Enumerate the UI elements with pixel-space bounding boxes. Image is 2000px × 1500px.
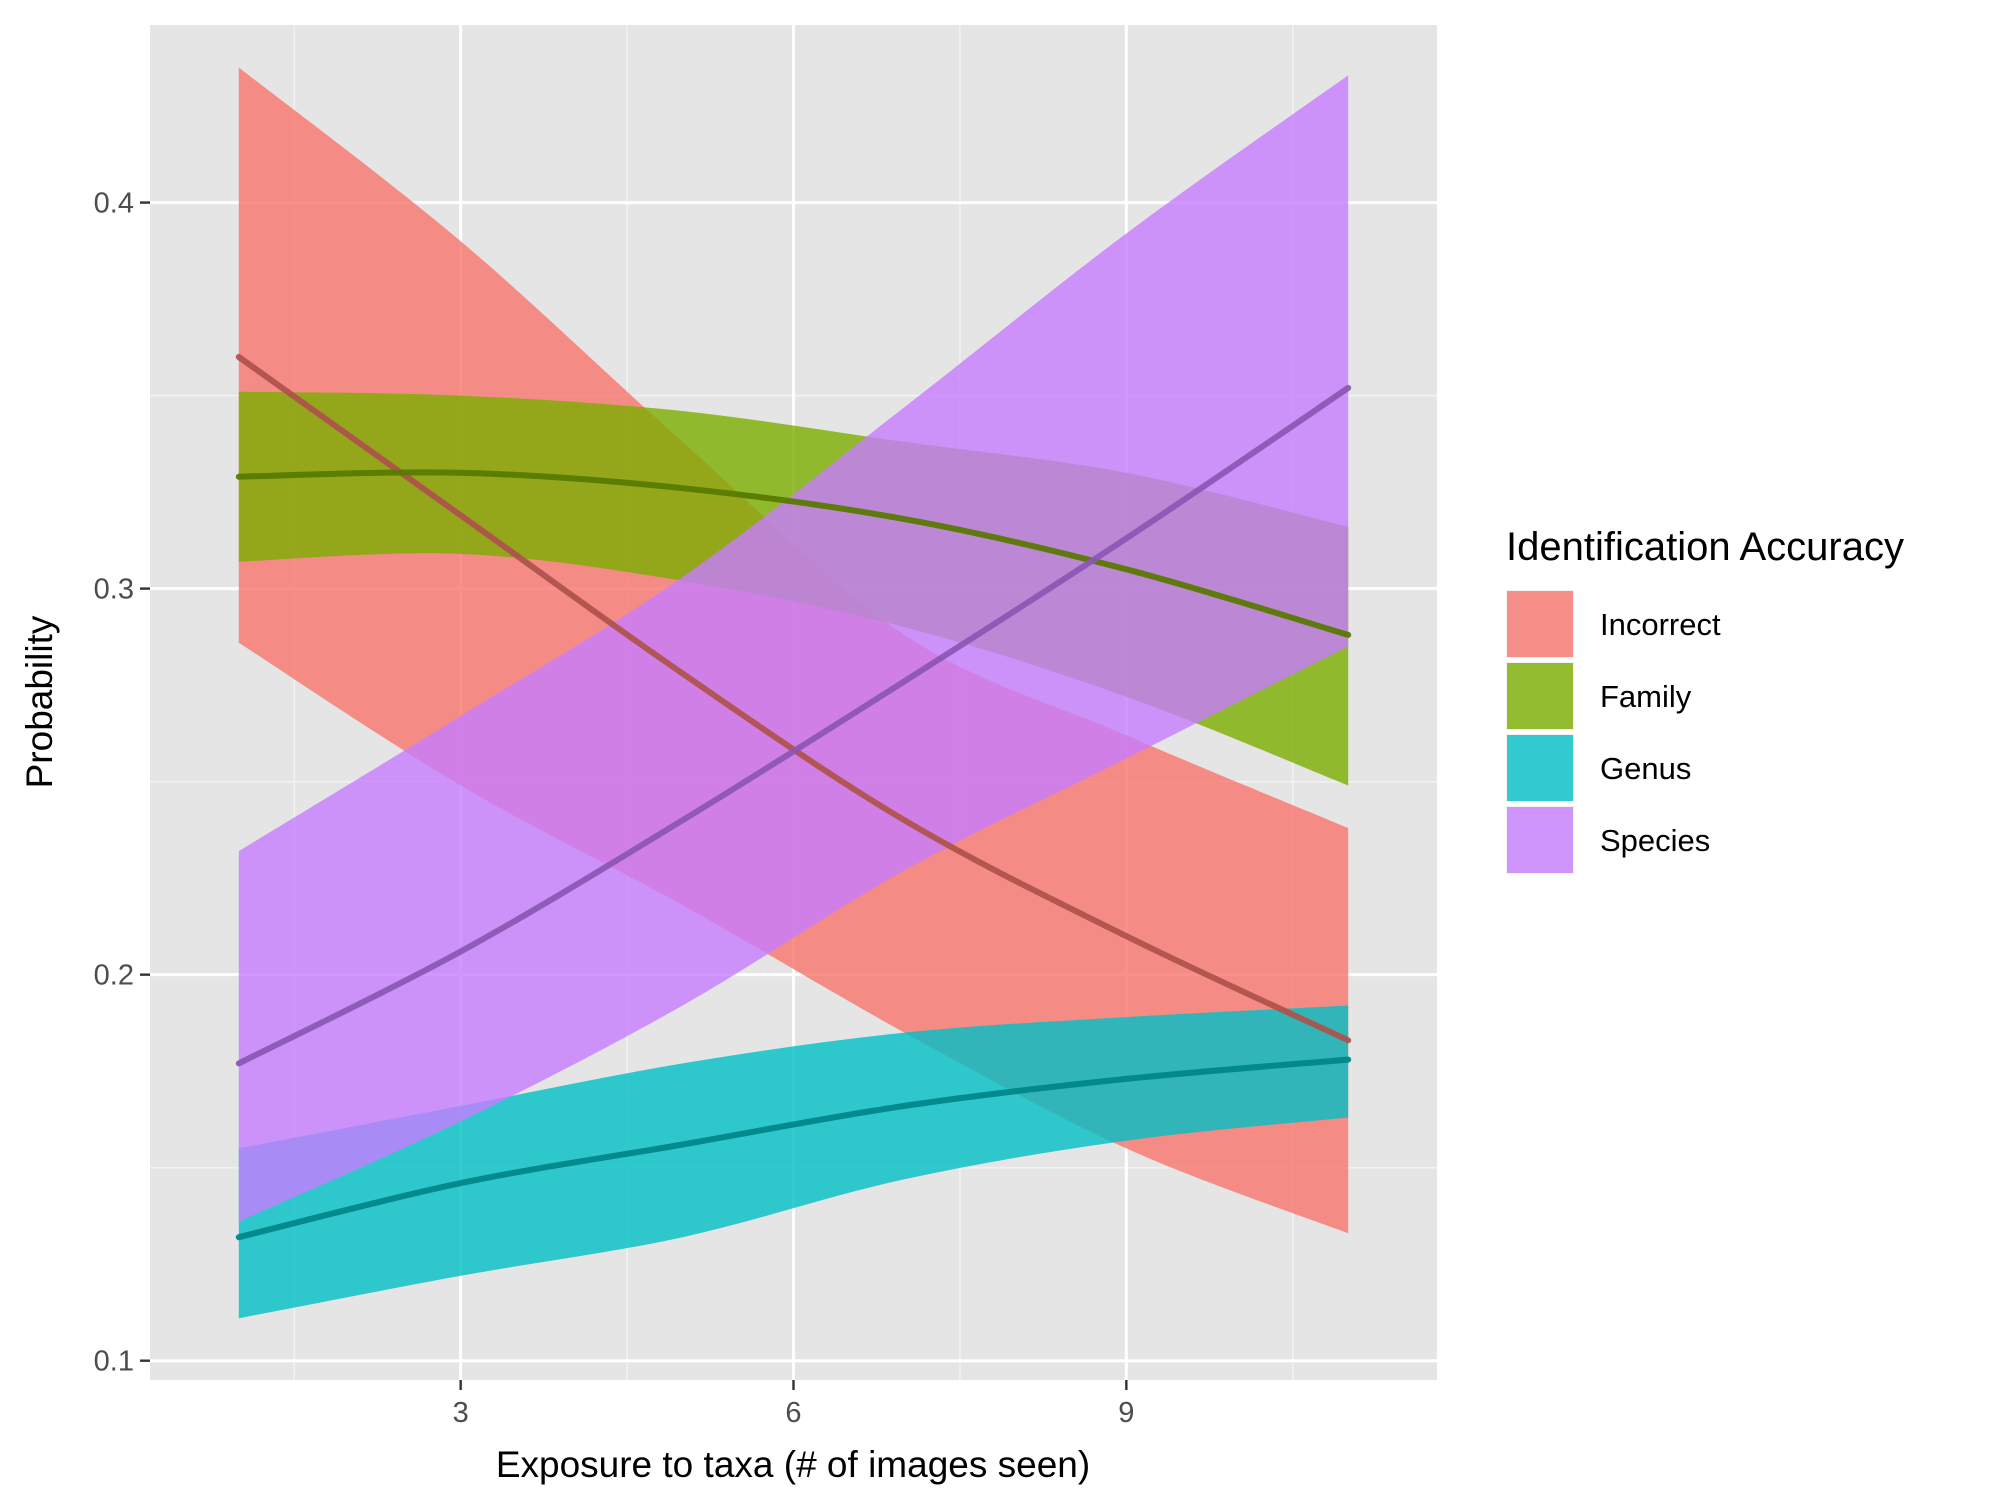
legend: Identification Accuracy Incorrect Family G… xyxy=(1506,525,1904,874)
x-axis-title: Exposure to taxa (# of images seen) xyxy=(496,1444,1090,1485)
legend-swatch-species xyxy=(1507,807,1573,873)
axes: 0.1 0.2 0.3 0.4 3 6 9 xyxy=(94,188,1135,1429)
estimate-lines xyxy=(235,354,1352,1241)
genus-estimate-line-shade xyxy=(235,1056,1352,1241)
legend-swatch-incorrect xyxy=(1507,591,1573,657)
legend-swatch-family xyxy=(1507,663,1573,729)
legend-label-incorrect: Incorrect xyxy=(1600,607,1721,642)
genus-estimate-line xyxy=(235,1056,1352,1241)
species-estimate-line-shade xyxy=(235,384,1352,1067)
x-tick-label: 3 xyxy=(453,1397,469,1429)
species-estimate-line xyxy=(235,384,1352,1067)
y-tick-label: 0.1 xyxy=(94,1346,134,1378)
legend-items: Incorrect Family Genus Species xyxy=(1506,590,1721,874)
family-estimate-line-shade xyxy=(235,469,1352,638)
y-tick-label: 0.3 xyxy=(94,574,134,606)
x-tick-label: 9 xyxy=(1118,1397,1134,1429)
species-confidence-band xyxy=(238,75,1349,1222)
y-tick-label: 0.2 xyxy=(94,960,134,992)
x-tick-label: 6 xyxy=(785,1397,801,1429)
y-tick-label: 0.4 xyxy=(94,188,134,220)
incorrect-estimate-line xyxy=(235,354,1352,1044)
legend-label-genus: Genus xyxy=(1600,751,1691,786)
legend-title: Identification Accuracy xyxy=(1506,525,1904,569)
legend-swatch-genus xyxy=(1507,735,1573,801)
family-estimate-line xyxy=(235,469,1352,638)
incorrect-estimate-line-shade xyxy=(235,354,1352,1044)
legend-label-species: Species xyxy=(1600,823,1710,858)
y-axis-title: Probability xyxy=(19,615,60,788)
legend-label-family: Family xyxy=(1600,679,1692,714)
